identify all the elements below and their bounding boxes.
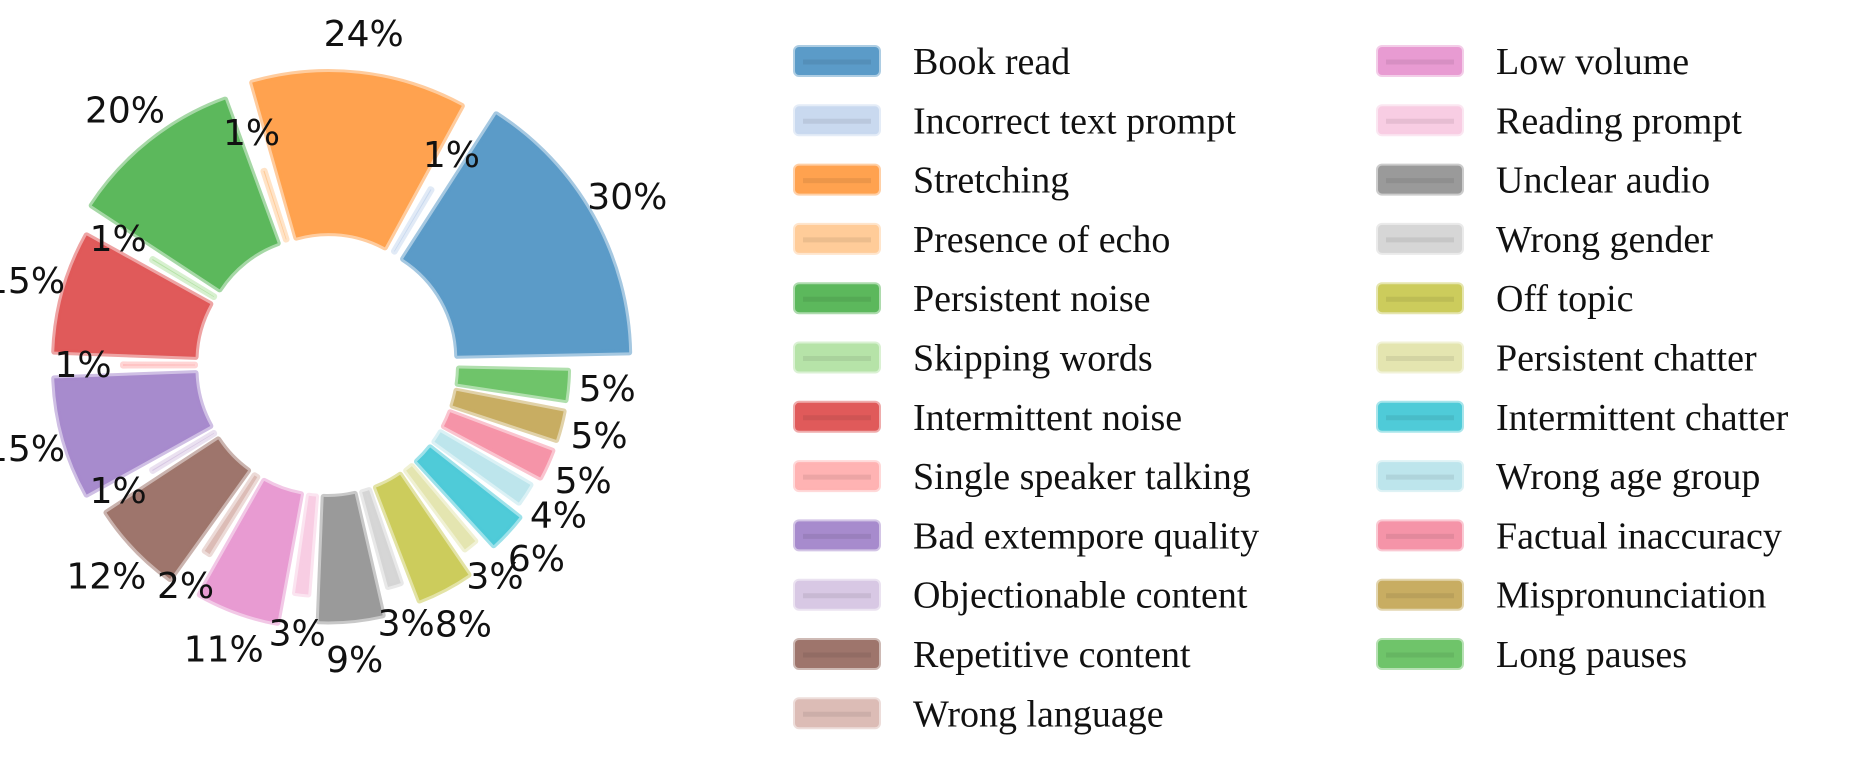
legend-item: Reading prompt xyxy=(1376,100,1742,142)
percent-label: 6% xyxy=(508,539,565,580)
legend-label: Reading prompt xyxy=(1496,100,1742,142)
slice-skipping-words xyxy=(149,256,218,301)
legend: Book read Incorrect text prompt Stretching… xyxy=(793,41,1789,735)
legend-item: Unclear audio xyxy=(1376,160,1710,202)
slice-bad-extempore-quality xyxy=(51,370,214,498)
percent-label: 5% xyxy=(571,416,628,457)
slice-objectionable-content xyxy=(149,429,218,474)
legend-label: Low volume xyxy=(1496,41,1689,83)
legend-item: Intermittent noise xyxy=(793,397,1182,439)
percent-label: 5% xyxy=(555,461,612,502)
legend-item: Skipping words xyxy=(793,338,1153,380)
legend-item: Stretching xyxy=(793,160,1069,202)
legend-item: Repetitive content xyxy=(793,634,1191,676)
percent-label: 1% xyxy=(54,345,111,386)
legend-label: Wrong language xyxy=(913,693,1164,735)
legend-label: Stretching xyxy=(913,160,1069,202)
slice-factual-inaccuracy xyxy=(440,409,556,481)
legend-label: Long pauses xyxy=(1496,634,1687,676)
legend-item: Incorrect text prompt xyxy=(793,100,1236,142)
legend-label: Intermittent chatter xyxy=(1496,397,1789,439)
percent-label: 9% xyxy=(326,640,383,681)
slice-single-speaker-talking xyxy=(120,361,199,369)
legend-label: Book read xyxy=(913,41,1070,83)
legend-label: Persistent noise xyxy=(913,278,1150,320)
percent-label: 1% xyxy=(90,219,147,260)
legend-item: Low volume xyxy=(1376,41,1689,83)
percent-label: 2% xyxy=(157,566,214,607)
slice-repetitive-content xyxy=(103,436,252,583)
legend-label: Off topic xyxy=(1496,278,1634,320)
percent-label: 3% xyxy=(378,603,435,644)
percent-label: 8% xyxy=(435,604,492,645)
slice-long-pauses xyxy=(454,365,572,404)
slice-low-volume xyxy=(196,477,304,626)
legend-item: Wrong language xyxy=(793,693,1164,735)
percent-label: 11% xyxy=(184,630,264,671)
slice-intermittent-noise xyxy=(51,232,214,360)
legend-label: Wrong age group xyxy=(1496,456,1760,498)
legend-label: Skipping words xyxy=(913,338,1153,380)
slice-wrong-language xyxy=(201,472,261,558)
legend-label: Unclear audio xyxy=(1496,160,1710,202)
legend-item: Single speaker talking xyxy=(793,456,1251,498)
percent-label: 15% xyxy=(0,429,65,470)
slice-persistent-noise xyxy=(88,96,281,293)
legend-label: Persistent chatter xyxy=(1496,338,1757,380)
legend-item: Factual inaccuracy xyxy=(1376,515,1782,557)
slice-intermittent-chatter xyxy=(413,444,523,549)
slice-book-read xyxy=(400,111,633,359)
percent-labels: 30%1%24%1%20%1%15%1%15%1%12%2%11%3%9%3%8… xyxy=(0,14,667,681)
legend-label: Intermittent noise xyxy=(913,397,1182,439)
percent-label: 5% xyxy=(579,369,636,410)
legend-item: Intermittent chatter xyxy=(1376,397,1789,439)
legend-item: Wrong age group xyxy=(1376,456,1760,498)
slice-presence-of-echo xyxy=(260,167,290,243)
legend-label: Wrong gender xyxy=(1496,219,1713,261)
legend-item: Wrong gender xyxy=(1376,219,1713,261)
percent-label: 30% xyxy=(587,177,667,218)
legend-label: Factual inaccuracy xyxy=(1496,515,1782,557)
percent-label: 20% xyxy=(85,90,165,131)
percent-label: 4% xyxy=(530,496,587,537)
percent-label: 15% xyxy=(0,261,65,302)
slice-unclear-audio xyxy=(315,490,386,625)
legend-item: Bad extempore quality xyxy=(793,515,1259,557)
legend-label: Presence of echo xyxy=(913,219,1170,261)
legend-item: Objectionable content xyxy=(793,575,1248,617)
slice-reading-prompt xyxy=(291,492,320,598)
slice-stretching xyxy=(249,69,465,251)
slice-wrong-age-group xyxy=(431,429,534,506)
legend-label: Objectionable content xyxy=(913,575,1248,617)
slice-wrong-gender xyxy=(359,487,404,591)
percent-label: 1% xyxy=(90,471,147,512)
legend-item: Persistent chatter xyxy=(1376,338,1757,380)
percent-label: 12% xyxy=(66,556,146,597)
legend-item: Off topic xyxy=(1376,278,1634,320)
legend-label: Incorrect text prompt xyxy=(913,100,1236,142)
percent-label: 1% xyxy=(223,113,280,154)
legend-item: Mispronunciation xyxy=(1376,575,1766,617)
legend-label: Mispronunciation xyxy=(1496,575,1766,617)
percent-label: 1% xyxy=(423,135,480,176)
legend-item: Persistent noise xyxy=(793,278,1150,320)
legend-label: Bad extempore quality xyxy=(913,515,1259,557)
slices-layer xyxy=(51,69,633,626)
legend-item: Long pauses xyxy=(1376,634,1687,676)
percent-label: 3% xyxy=(269,614,326,655)
legend-item: Book read xyxy=(793,41,1070,83)
legend-label: Repetitive content xyxy=(913,634,1191,676)
legend-label: Single speaker talking xyxy=(913,456,1251,498)
percent-label: 24% xyxy=(324,14,404,55)
percent-label: 3% xyxy=(466,557,523,598)
slice-mispronunciation xyxy=(449,387,567,443)
slice-persistent-chatter xyxy=(403,463,479,553)
legend-item: Presence of echo xyxy=(793,219,1170,261)
slice-off-topic xyxy=(372,471,472,604)
slice-incorrect-text-prompt xyxy=(390,186,435,255)
